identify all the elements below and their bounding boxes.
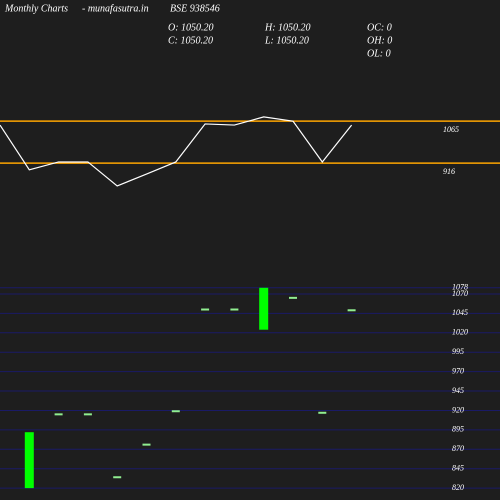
y-tick-label: 820 xyxy=(452,483,464,492)
y-tick-label: 970 xyxy=(452,366,464,375)
stat: OH: 0 xyxy=(367,35,392,46)
candle xyxy=(289,296,297,299)
y-tick-label: 916 xyxy=(443,167,455,176)
y-tick-label: 895 xyxy=(452,425,464,434)
candle xyxy=(83,413,92,416)
stat: C: 1050.20 xyxy=(168,35,213,46)
y-tick-label: 1078 xyxy=(452,283,468,292)
y-tick-label: 845 xyxy=(452,464,464,473)
site-name: Monthly Charts xyxy=(4,3,68,14)
y-tick-label: 995 xyxy=(452,347,464,356)
candle xyxy=(171,410,180,413)
candle xyxy=(230,308,239,311)
y-tick-label: 1020 xyxy=(452,328,468,337)
stat: O: 1050.20 xyxy=(168,22,214,33)
stat: OC: 0 xyxy=(367,22,392,33)
y-tick-label: 920 xyxy=(452,405,464,414)
symbol: BSE 938546 xyxy=(170,3,220,14)
candle xyxy=(347,309,356,312)
price-line xyxy=(0,116,353,187)
source: - munafasutra.in xyxy=(82,3,149,14)
y-tick-label: 870 xyxy=(452,444,464,453)
stat: OL: 0 xyxy=(367,48,391,59)
candle xyxy=(54,413,63,416)
stat: L: 1050.20 xyxy=(264,35,309,46)
candle xyxy=(318,411,327,414)
stat: H: 1050.20 xyxy=(264,22,311,33)
candle xyxy=(259,287,269,330)
candle xyxy=(201,308,210,311)
y-tick-label: 945 xyxy=(452,386,464,395)
y-tick-label: 1065 xyxy=(443,125,459,134)
y-tick-label: 1070 xyxy=(452,289,468,298)
y-tick-label: 1045 xyxy=(452,308,468,317)
candle xyxy=(24,432,34,489)
candle xyxy=(142,443,151,446)
candle xyxy=(113,476,122,479)
